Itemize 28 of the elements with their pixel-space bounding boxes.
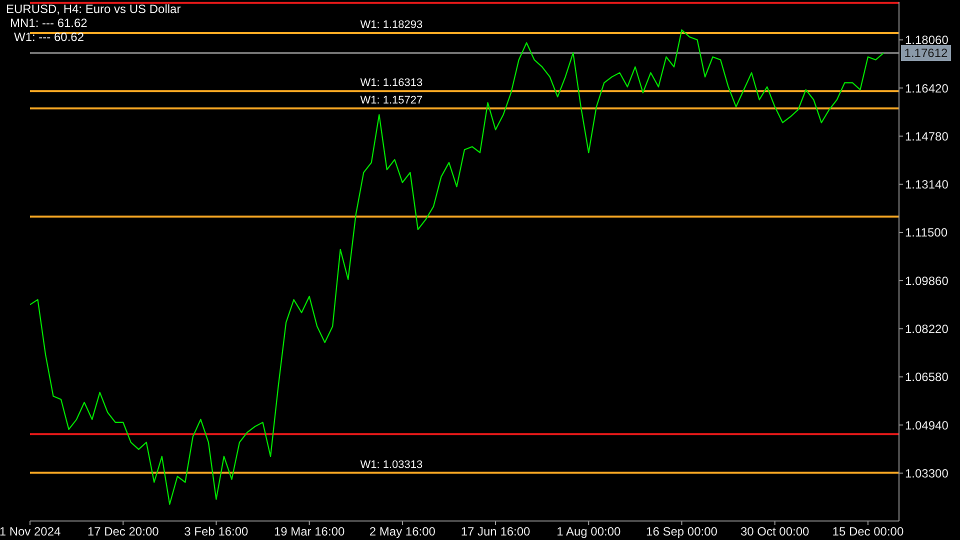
data-label: 1.17612 bbox=[904, 46, 948, 60]
ref-line-label: W1: 1.18293 bbox=[360, 19, 423, 32]
y-tick-label: 1.16420 bbox=[905, 81, 949, 96]
ref-line-label: W1: 1.15727 bbox=[360, 94, 423, 106]
y-tick-label: 1.18060 bbox=[905, 33, 949, 48]
x-tick-label: 15 Dec 00:00 bbox=[832, 524, 904, 539]
y-tick-label: 1.08220 bbox=[905, 322, 949, 336]
y-tick-label: 1.03300 bbox=[905, 466, 949, 480]
x-tick-label: 1 Nov 2024 bbox=[0, 524, 62, 539]
annotation: W1: --- 60.62 bbox=[13, 30, 86, 44]
y-tick-label: 1.14780 bbox=[905, 129, 949, 144]
y-tick-label: 1.06580 bbox=[905, 370, 949, 384]
x-tick-label: 1 Aug 00:00 bbox=[556, 524, 621, 539]
y-tick-label: 1.13140 bbox=[905, 178, 949, 192]
y-tick-label: 1.09860 bbox=[905, 274, 949, 288]
x-tick-label: 30 Oct 00:00 bbox=[740, 524, 810, 539]
x-tick-label: 17 Dec 20:00 bbox=[87, 524, 160, 539]
x-tick-label: 2 May 16:00 bbox=[369, 524, 436, 539]
ref-line-label: W1: 1.03313 bbox=[360, 458, 423, 471]
x-tick-label: 16 Sep 00:00 bbox=[646, 524, 718, 539]
x-tick-label: 19 Mar 16:00 bbox=[274, 524, 345, 539]
annotation: MN1: --- 61.62 bbox=[9, 16, 88, 30]
y-tick-label: 1.04940 bbox=[905, 418, 949, 432]
chart-title: EURUSD, H4: Euro vs US Dollar bbox=[6, 2, 181, 16]
x-tick-label: 17 Jun 16:00 bbox=[460, 524, 531, 539]
ref-line-label: W1: 1.16313 bbox=[360, 77, 423, 90]
y-tick-label: 1.11500 bbox=[905, 226, 948, 240]
x-tick-label: 3 Feb 16:00 bbox=[184, 524, 249, 539]
